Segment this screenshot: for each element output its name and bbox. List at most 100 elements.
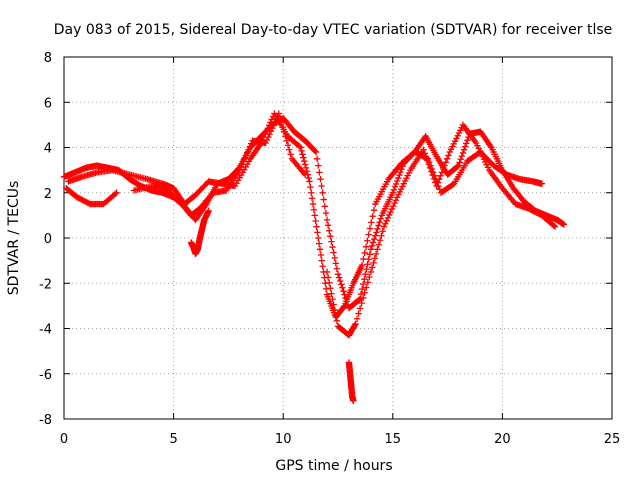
y-axis: 8 6 4 2 0 -2 -4 -6 -8	[39, 51, 612, 428]
data-point	[280, 128, 288, 135]
data-point	[316, 169, 323, 176]
data-point	[391, 183, 399, 191]
data-point	[368, 242, 376, 250]
data-point	[457, 156, 464, 163]
x-axis-label: GPS time / hours	[275, 458, 392, 474]
data-point	[391, 199, 398, 207]
data-point	[374, 246, 381, 253]
data-point	[296, 143, 303, 150]
data-point	[362, 243, 370, 251]
data-point	[362, 271, 369, 278]
data-point	[311, 212, 318, 219]
data-point	[326, 227, 333, 234]
data-point	[351, 321, 359, 329]
data-point	[205, 207, 212, 215]
data-point	[297, 144, 304, 151]
data-point	[368, 264, 376, 271]
x-tick-label: 20	[494, 432, 511, 447]
data-point	[355, 310, 362, 317]
data-point	[323, 216, 331, 224]
data-point	[334, 271, 342, 278]
data-point	[438, 169, 446, 176]
data-point	[339, 284, 346, 291]
data-point	[336, 277, 344, 285]
data-point	[240, 158, 247, 165]
data-point	[306, 178, 313, 185]
data-point	[384, 214, 392, 222]
data-point	[330, 301, 337, 308]
data-point	[324, 274, 332, 281]
data-point	[361, 275, 368, 283]
data-point	[560, 221, 567, 228]
data-point	[382, 220, 389, 227]
data-point	[241, 155, 248, 162]
data-point	[422, 153, 430, 161]
data-point	[459, 149, 467, 157]
data-point	[305, 174, 312, 182]
data-point	[456, 159, 463, 166]
data-point	[245, 146, 252, 153]
data-point	[112, 190, 119, 198]
data-point	[302, 164, 310, 172]
data-point	[367, 268, 375, 276]
data-point	[324, 222, 332, 229]
data-point	[308, 195, 316, 202]
data-point	[358, 299, 365, 307]
data-point	[237, 163, 244, 171]
data-point	[270, 122, 277, 129]
data-point	[396, 171, 403, 179]
x-tick-label: 5	[169, 432, 177, 447]
data-point	[442, 159, 450, 166]
data-point	[238, 161, 246, 168]
data-point	[333, 317, 341, 325]
data-point	[279, 123, 286, 131]
data-point	[284, 142, 292, 149]
data-point	[463, 140, 470, 147]
y-tick-label: -6	[39, 368, 52, 383]
data-point	[332, 312, 340, 319]
data-point	[390, 202, 397, 210]
data-point	[313, 223, 320, 230]
data-point	[437, 172, 444, 179]
data-point	[352, 320, 359, 328]
data-point	[272, 116, 280, 123]
data-point	[538, 180, 546, 187]
data-point	[392, 197, 400, 204]
data-point	[368, 219, 375, 226]
data-point	[358, 261, 366, 269]
data-point	[356, 305, 364, 312]
y-tick-label: -2	[39, 277, 52, 292]
data-point	[433, 182, 440, 190]
data-point	[364, 261, 371, 268]
data-point	[319, 189, 326, 196]
data-point	[455, 162, 462, 169]
data-point	[426, 164, 434, 172]
data-point	[113, 189, 120, 196]
data-point	[374, 225, 381, 233]
data-point	[365, 231, 372, 238]
data-point	[366, 225, 374, 232]
data-point	[443, 155, 451, 163]
data-point	[246, 143, 254, 150]
data-point	[267, 128, 275, 135]
data-point	[366, 273, 373, 281]
data-point	[360, 255, 367, 263]
data-point	[322, 285, 330, 293]
data-point	[360, 294, 367, 302]
data-point	[317, 251, 325, 259]
data-point	[327, 232, 334, 240]
data-point	[383, 217, 390, 225]
data-point	[319, 263, 326, 270]
data-point	[300, 154, 307, 161]
data-point	[338, 281, 345, 288]
data-point	[301, 171, 309, 178]
data-point	[282, 132, 289, 140]
data-point	[461, 143, 469, 150]
y-tick-label: 6	[44, 96, 52, 111]
data-point	[307, 183, 314, 191]
data-point	[356, 295, 364, 303]
data-point	[357, 290, 365, 298]
data-point	[329, 295, 336, 303]
x-tick-label: 10	[275, 432, 292, 447]
